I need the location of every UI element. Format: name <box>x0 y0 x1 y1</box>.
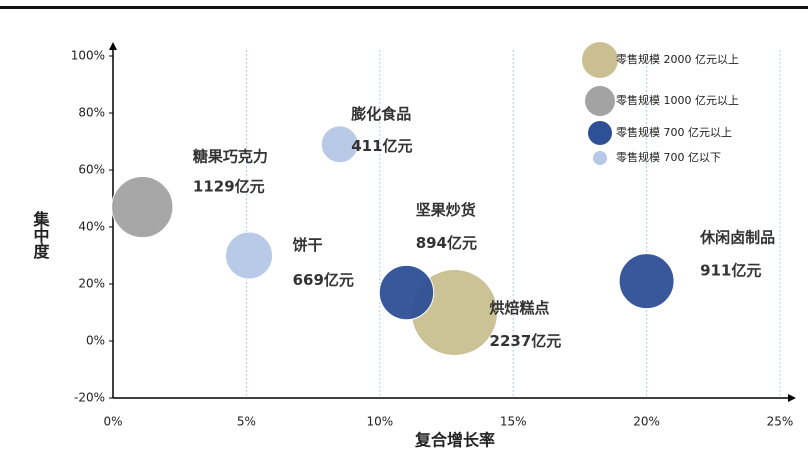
y-axis-label: 集中度 <box>31 210 51 260</box>
x-tick-label: 0% <box>103 415 122 429</box>
legend-label: 零售规模 2000 亿元以上 <box>616 52 739 66</box>
bubble <box>618 253 675 310</box>
legend-marker <box>585 86 615 116</box>
x-axis-label: 复合增长率 <box>414 431 495 450</box>
y-tick-label: 0% <box>86 334 105 348</box>
legend-label: 零售规模 700 亿以下 <box>616 150 721 164</box>
x-tick-label: 15% <box>500 415 527 429</box>
y-tick-label: 100% <box>71 49 105 63</box>
bubble-value-label: 911亿元 <box>700 262 761 280</box>
bubble-value-label: 1129亿元 <box>193 178 265 196</box>
bubble-value-label: 411亿元 <box>351 137 412 155</box>
x-tick-label: 20% <box>633 415 660 429</box>
bubble-label: 烘焙糕点 <box>490 299 550 317</box>
bubble-label: 坚果炒货 <box>416 201 476 219</box>
x-tick-label: 10% <box>366 415 393 429</box>
x-arrow <box>788 394 796 402</box>
bubble-value-label: 2237亿元 <box>490 332 562 350</box>
x-tick-label: 25% <box>767 415 794 429</box>
legend-marker <box>593 151 607 165</box>
bubble-value-label: 669亿元 <box>293 271 354 289</box>
bubble <box>378 264 435 321</box>
bubble <box>225 231 274 280</box>
y-tick-label: 40% <box>78 220 105 234</box>
legend-label: 零售规模 1000 亿元以上 <box>616 93 739 107</box>
bubble <box>111 175 174 239</box>
y-arrow <box>109 42 117 50</box>
legend-label: 零售规模 700 亿元以上 <box>616 125 732 139</box>
top-rule <box>0 6 808 9</box>
bubble <box>320 125 359 164</box>
y-tick-label: -20% <box>74 391 105 405</box>
bubble-label: 饼干 <box>293 236 323 254</box>
x-tick-label: 5% <box>237 415 256 429</box>
y-tick-label: 60% <box>78 163 105 177</box>
y-tick-label: 80% <box>78 106 105 120</box>
bubble-label: 糖果巧克力 <box>193 148 268 166</box>
bubble-label: 膨化食品 <box>351 105 411 123</box>
bubble-value-label: 894亿元 <box>416 234 477 252</box>
legend-marker <box>588 121 612 145</box>
legend-marker <box>582 42 618 78</box>
bubble-label: 休闲卤制品 <box>699 229 775 247</box>
y-tick-label: 20% <box>78 277 105 291</box>
